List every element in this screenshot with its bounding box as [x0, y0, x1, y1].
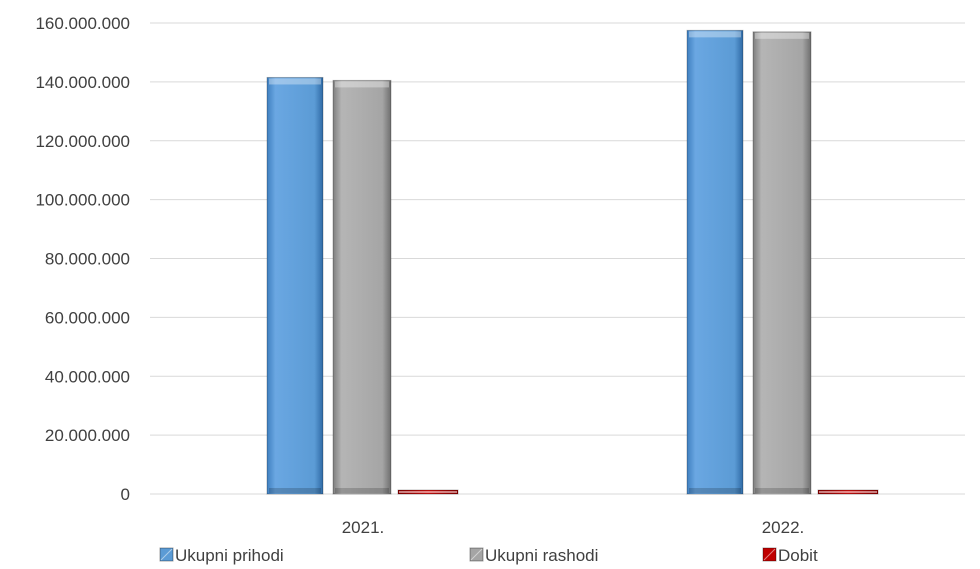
y-tick-label: 140.000.000 [35, 73, 130, 92]
bars [266, 29, 879, 495]
y-axis-ticks: 0 20.000.000 40.000.000 60.000.000 80.000.00… [35, 14, 130, 504]
x-tick-label: 2022. [762, 518, 805, 537]
legend-label: Ukupni prihodi [175, 546, 284, 565]
y-tick-label: 160.000.000 [35, 14, 130, 33]
legend-swatch-shine [160, 548, 173, 561]
x-axis-ticks: 2021. 2022. [342, 518, 805, 537]
bar-highlight [755, 32, 809, 39]
bar-highlight [269, 78, 321, 85]
y-tick-label: 80.000.000 [45, 250, 130, 269]
bar-highlight [335, 81, 389, 88]
legend-item: Dobit [762, 546, 818, 565]
y-tick-label: 60.000.000 [45, 308, 130, 327]
legend: Ukupni prihodi Ukupni rashodi Dobit [159, 546, 818, 565]
legend-label: Dobit [778, 546, 818, 565]
bar-ukupni-rashodi-2022 [752, 31, 812, 495]
bar-body [686, 29, 744, 495]
bar-shadow [755, 488, 809, 493]
bar-body [266, 76, 324, 495]
bar-ukupni-prihodi-2021 [266, 76, 324, 495]
y-tick-label: 0 [121, 485, 130, 504]
legend-swatch-shine [763, 548, 776, 561]
legend-item: Ukupni rashodi [469, 546, 598, 565]
bar-highlight [689, 31, 741, 38]
bar-body [332, 79, 392, 495]
bar-shadow [689, 488, 741, 493]
y-tick-label: 120.000.000 [35, 132, 130, 151]
y-tick-label: 40.000.000 [45, 367, 130, 386]
bar-dobit-2021 [397, 489, 459, 495]
bar-ukupni-rashodi-2021 [332, 79, 392, 495]
y-tick-label: 20.000.000 [45, 426, 130, 445]
x-tick-label: 2021. [342, 518, 385, 537]
legend-swatch-shine [470, 548, 483, 561]
legend-label: Ukupni rashodi [485, 546, 598, 565]
y-tick-label: 100.000.000 [35, 191, 130, 210]
bar-shadow [269, 488, 321, 493]
legend-item: Ukupni prihodi [159, 546, 284, 565]
bar-shadow [335, 488, 389, 493]
bar-ukupni-prihodi-2022 [686, 29, 744, 495]
bar-dobit-2022 [817, 489, 879, 495]
bar-body [752, 31, 812, 495]
